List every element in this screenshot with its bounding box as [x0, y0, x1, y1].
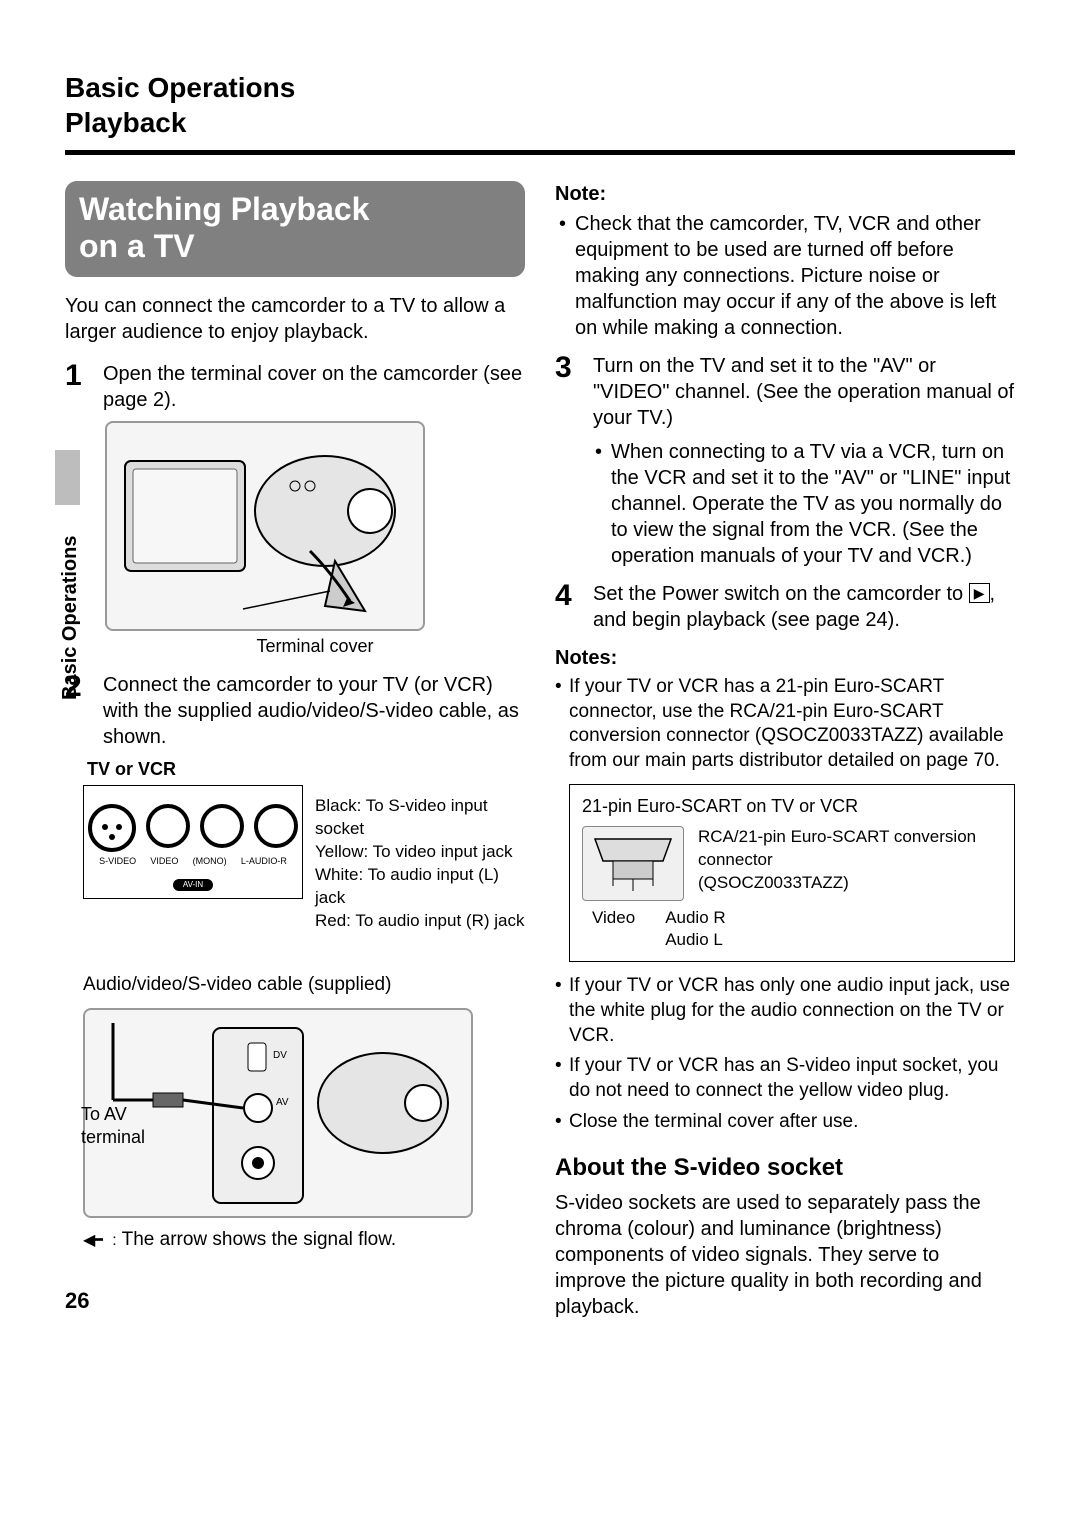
page-number: 26 — [65, 1287, 89, 1316]
camcorder-illustration — [105, 421, 425, 631]
svideo-jack-icon — [88, 804, 136, 852]
section-title-box: Watching Playback on a TV — [65, 181, 525, 277]
tv-jack-panel: S-VIDEO VIDEO (MONO) L-AUDIO-R AV-IN — [83, 785, 303, 899]
notes-bullet-2: If your TV or VCR has only one audio inp… — [555, 974, 1015, 1048]
play-icon: ▶ — [969, 583, 990, 603]
step-3: 3 Turn on the TV and set it to the "AV" … — [555, 353, 1015, 431]
step-4: 4 Set the Power switch on the camcorder … — [555, 581, 1015, 633]
scart-desc-2: (QSOCZ0033TAZZ) — [698, 872, 1002, 895]
camcorder-terminal-figure: DV AV To AV termi — [83, 1008, 525, 1218]
audio-l-jack-icon — [200, 804, 244, 848]
header-section: Basic Operations — [65, 70, 1015, 105]
signal-flow-note: : The arrow shows the signal flow. — [83, 1228, 525, 1253]
video-label: VIDEO — [150, 856, 178, 868]
notes-bullet-3: If your TV or VCR has an S-video input s… — [555, 1054, 1015, 1103]
terminal-cover-label: Terminal cover — [105, 635, 525, 658]
svideo-label: S-VIDEO — [99, 856, 136, 868]
audio-r-jack-icon — [254, 804, 298, 848]
mono-label: (MONO) — [193, 856, 227, 868]
cable-white: White: To audio input (L) jack — [315, 864, 525, 910]
to-av-terminal-label: To AV terminal — [81, 1103, 171, 1150]
note-header: Note: — [555, 181, 1015, 207]
step-2: 2 Connect the camcorder to your TV (or V… — [65, 672, 525, 750]
step-3-bullet: When connecting to a TV via a VCR, turn … — [595, 439, 1015, 569]
laudio-label: L-AUDIO-R — [241, 856, 287, 868]
side-tab: Basic Operations — [55, 500, 81, 700]
left-column: Watching Playback on a TV You can connec… — [65, 181, 525, 1320]
step-1: 1 Open the terminal cover on the camcord… — [65, 361, 525, 413]
tv-or-vcr-label: TV or VCR — [87, 758, 525, 781]
svideo-heading: About the S-video socket — [555, 1152, 1015, 1183]
scart-audio-r-label: Audio R — [665, 908, 725, 927]
scart-connector-icon — [582, 826, 684, 901]
notes-header: Notes: — [555, 645, 1015, 671]
svideo-text: S-video sockets are used to separately p… — [555, 1190, 1015, 1320]
scart-box: 21-pin Euro-SCART on TV or VCR RCA/21-pi… — [569, 784, 1015, 963]
step-4-text: Set the Power switch on the camcorder to… — [593, 581, 1015, 633]
section-title-line2: on a TV — [79, 228, 511, 265]
section-title-line1: Watching Playback — [79, 191, 511, 228]
svg-text:AV: AV — [276, 1097, 289, 1108]
step-1-text: Open the terminal cover on the camcorder… — [103, 361, 525, 413]
header-subsection: Playback — [65, 105, 1015, 140]
scart-audio-l-label: Audio L — [665, 930, 723, 949]
cable-yellow: Yellow: To video input jack — [315, 841, 525, 864]
notes-bullet-4: Close the terminal cover after use. — [555, 1110, 1015, 1135]
scart-title: 21-pin Euro-SCART on TV or VCR — [582, 795, 1002, 818]
intro-text: You can connect the camcorder to a TV to… — [65, 293, 525, 345]
notes-bullet-1: If your TV or VCR has a 21-pin Euro-SCAR… — [555, 675, 1015, 774]
cable-red: Red: To audio input (R) jack — [315, 910, 525, 933]
side-tab-label: Basic Operations — [57, 535, 83, 700]
note-bullet-1: Check that the camcorder, TV, VCR and ot… — [559, 211, 1015, 341]
step-4-number: 4 — [555, 581, 579, 633]
video-jack-icon — [146, 804, 190, 848]
right-column: Note: Check that the camcorder, TV, VCR … — [555, 181, 1015, 1320]
step-3-text: Turn on the TV and set it to the "AV" or… — [593, 353, 1015, 431]
svg-text:DV: DV — [273, 1050, 287, 1061]
scart-desc-1: RCA/21-pin Euro-SCART conversion connect… — [698, 826, 1002, 872]
signal-flow-text: The arrow shows the signal flow. — [122, 1229, 397, 1250]
side-tab-grey — [55, 450, 80, 505]
av-in-label: AV-IN — [173, 879, 213, 891]
cable-supplied-label: Audio/video/S-video cable (supplied) — [83, 973, 525, 998]
step-4-text-a: Set the Power switch on the camcorder to — [593, 583, 969, 605]
step-2-text: Connect the camcorder to your TV (or VCR… — [103, 672, 525, 750]
scart-video-label: Video — [592, 907, 635, 951]
step-3-number: 3 — [555, 353, 579, 431]
step-1-number: 1 — [65, 361, 89, 413]
camcorder-figure: Terminal cover — [105, 421, 525, 658]
cable-black: Black: To S-video input socket — [315, 795, 525, 841]
header-rule — [65, 150, 1015, 155]
